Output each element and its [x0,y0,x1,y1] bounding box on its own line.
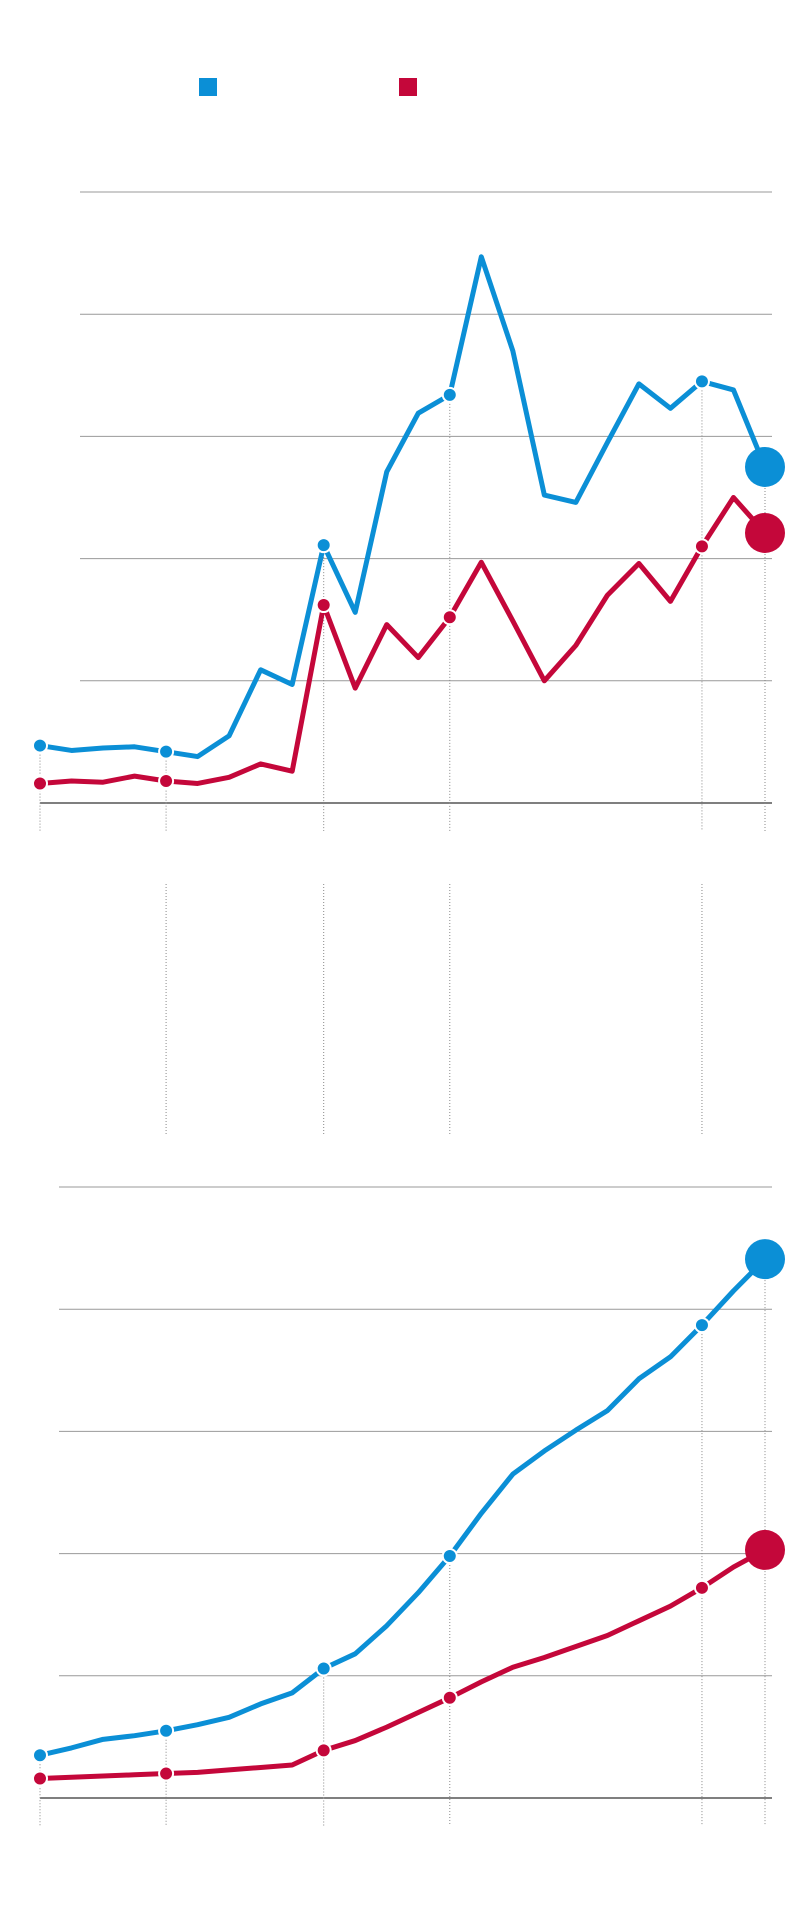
legend-swatch [399,78,417,96]
marker [315,1742,332,1759]
marker [158,743,175,760]
marker [32,775,48,792]
marker [158,1765,175,1782]
marker [32,1747,48,1764]
legend-swatch [199,78,217,96]
series-line [39,495,767,786]
marker [32,737,48,754]
marker [693,538,710,555]
marker [158,773,175,790]
marker [441,609,458,626]
marker [693,1317,710,1334]
series-line [39,254,768,760]
marker [315,597,332,614]
series-line [39,1257,767,1758]
marker [158,1722,175,1739]
marker [693,1579,710,1596]
marker [315,1660,332,1677]
end-marker [745,1239,785,1280]
end-marker [745,512,785,553]
marker [441,386,458,403]
series-line [39,1547,767,1781]
end-marker [745,446,785,487]
marker [441,1548,458,1565]
marker [32,1770,48,1787]
marker [441,1689,458,1706]
marker [315,537,332,554]
end-marker [745,1529,785,1570]
marker [693,373,710,390]
